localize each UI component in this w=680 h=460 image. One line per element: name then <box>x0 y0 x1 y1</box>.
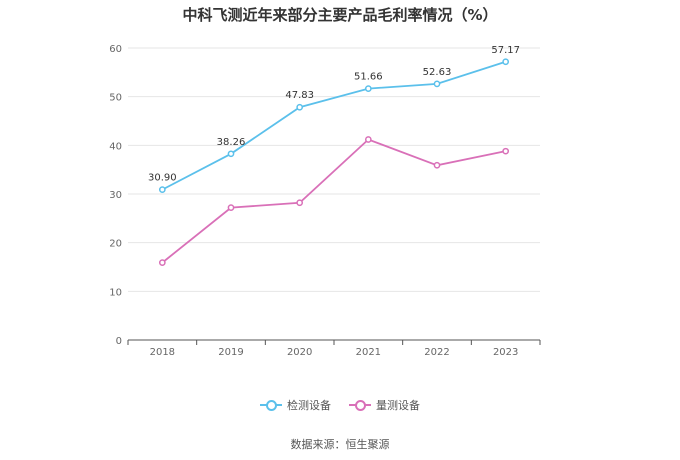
legend-label-detection: 检测设备 <box>287 399 331 412</box>
legend-item-metrology[interactable]: 量测设备 <box>349 397 420 413</box>
y-tick-label: 60 <box>109 44 122 55</box>
data-point <box>296 103 304 111</box>
x-tick-label: 2021 <box>356 347 381 358</box>
x-tick-label: 2020 <box>287 347 312 358</box>
legend-label-metrology: 量测设备 <box>376 399 420 412</box>
data-point <box>502 147 510 155</box>
series-line-1 <box>161 138 506 264</box>
series-line-0 <box>161 60 506 191</box>
chart-title: 中科飞测近年来部分主要产品毛利率情况（%） <box>182 6 498 24</box>
legend-item-detection[interactable]: 检测设备 <box>260 397 331 413</box>
data-label: 38.26 <box>217 137 246 148</box>
data-point <box>433 161 441 169</box>
data-point <box>227 204 235 211</box>
x-tick-label: 2019 <box>218 347 243 358</box>
data-point <box>364 85 372 92</box>
legend: 检测设备 量测设备 <box>0 397 680 413</box>
x-tick-label: 2022 <box>424 347 449 358</box>
y-tick-label: 0 <box>116 336 122 347</box>
legend-swatch-metrology <box>349 399 371 411</box>
y-tick-label: 20 <box>109 239 122 250</box>
data-source: 数据来源：恒生聚源 <box>290 438 390 451</box>
data-point <box>296 199 304 207</box>
data-point <box>502 58 510 66</box>
y-tick-label: 50 <box>109 93 122 104</box>
y-tick-label: 10 <box>109 287 122 298</box>
data-point <box>433 80 441 88</box>
data-label: 30.90 <box>148 173 177 184</box>
data-point <box>158 259 166 266</box>
x-tick-label: 2018 <box>150 347 175 358</box>
data-point <box>227 150 235 158</box>
y-tick-label: 30 <box>109 190 122 201</box>
legend-swatch-detection <box>260 399 282 411</box>
y-tick-label: 40 <box>109 141 122 152</box>
data-label: 57.17 <box>491 45 520 56</box>
data-label: 51.66 <box>354 72 383 83</box>
data-label: 47.83 <box>285 90 314 101</box>
line-chart: 0 10 20 30 40 50 60 2018 2019 2020 2021 2022 2023 30.… <box>109 44 541 358</box>
x-tick-label: 2023 <box>493 347 518 358</box>
data-point <box>158 186 166 193</box>
data-label: 52.63 <box>423 67 452 78</box>
data-point <box>364 136 372 143</box>
